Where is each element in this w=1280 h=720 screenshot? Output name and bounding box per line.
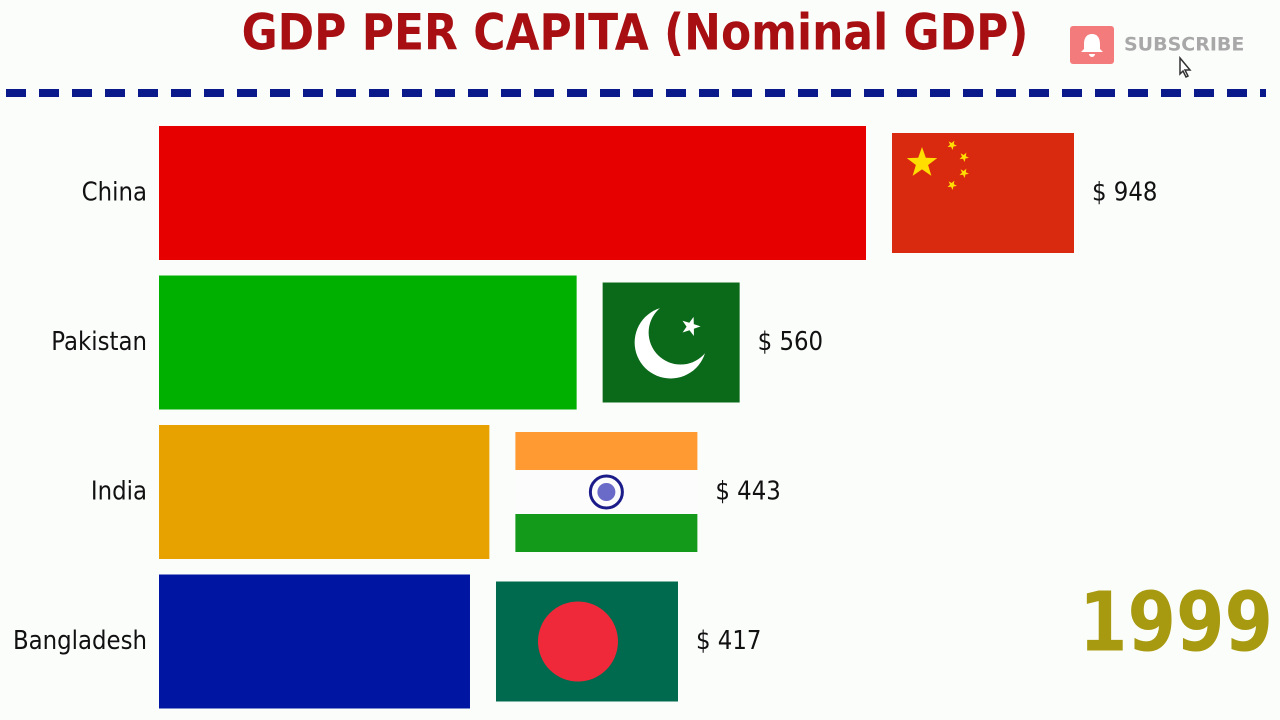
value-label: $ 560 [758,326,823,357]
flag-crescent-cut [648,300,713,365]
flag-disc [537,601,618,682]
flag-star [959,168,969,178]
flag-field [892,133,1074,253]
y-tick-label: India [91,475,147,506]
cursor-icon [1179,55,1192,79]
flag [602,282,740,403]
flag-chakra [588,474,624,510]
value-label: $ 417 [696,625,761,656]
bar [159,425,490,559]
y-tick-label: Bangladesh [13,625,147,656]
subscribe-label[interactable]: SUBSCRIBE [1124,34,1244,56]
flag-star [947,140,957,150]
value-label: $ 443 [715,475,780,506]
y-tick-label: Pakistan [51,326,147,357]
flag-star [682,316,701,336]
flag-chakra-hub [597,483,616,501]
flag-stripe [515,514,698,552]
year-annotation: 1999 [1079,574,1273,670]
flag-star [947,180,957,190]
bar [159,126,866,260]
flag [495,581,678,702]
value-label: $ 948 [1092,176,1157,207]
flag [515,432,698,552]
flag-star [959,152,969,162]
subscribe-button[interactable]: SUBSCRIBE [1070,26,1244,64]
chart-title: GDP PER CAPITA (Nominal GDP) [242,4,1029,62]
flag-star [906,147,938,176]
bar [159,275,577,410]
y-tick-label: China [82,176,147,207]
bell-icon [1081,34,1103,57]
flag-stripe [515,432,698,470]
bar [159,574,470,709]
flag [892,133,1074,253]
